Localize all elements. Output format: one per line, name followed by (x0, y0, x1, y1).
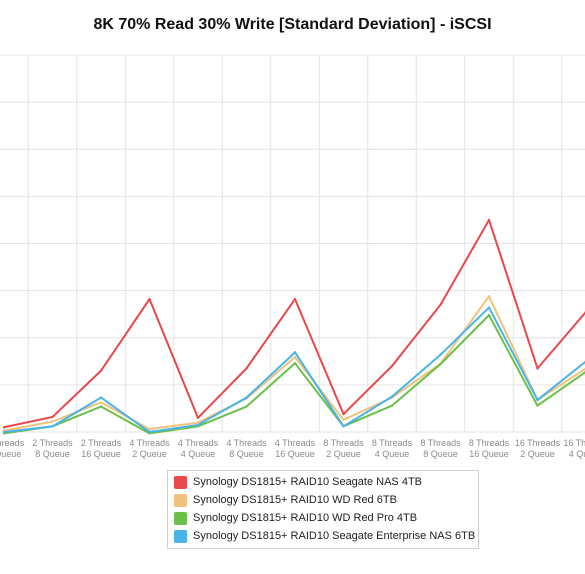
data-point (342, 425, 345, 428)
x-tick-label: 16 Threads 2 Queue (515, 438, 561, 459)
x-tick-label: 8 Threads 16 Queue (469, 438, 510, 459)
data-point (99, 396, 103, 399)
data-point (487, 306, 491, 309)
legend-label: Synology DS1815+ RAID10 WD Red Pro 4TB (193, 512, 418, 524)
x-tick-label: 4 Threads 16 Queue (275, 438, 316, 459)
data-point (487, 218, 491, 222)
data-point (536, 398, 539, 402)
data-point (148, 297, 151, 301)
x-tick-label: 2 Threads 8 Queue (32, 438, 73, 459)
x-tick-label: 8 Threads 2 Queue (323, 438, 364, 459)
legend-swatch (174, 511, 187, 525)
legend-swatch (174, 475, 187, 489)
data-point (148, 430, 151, 434)
data-point (390, 395, 394, 398)
data-point (196, 423, 200, 427)
data-point (99, 369, 103, 372)
legend-label: Synology DS1815+ RAID10 WD Red 6TB (193, 494, 397, 506)
series-1 (2, 218, 585, 429)
data-point (390, 404, 394, 407)
data-point (487, 295, 491, 298)
data-point (196, 421, 200, 424)
data-point (196, 416, 200, 420)
data-point (390, 364, 394, 368)
data-point (439, 362, 442, 366)
legend-item-3[interactable]: Synology DS1815+ RAID10 WD Red Pro 4TB (168, 509, 478, 527)
series-4 (2, 306, 585, 434)
gridlines (0, 54, 585, 433)
data-point (148, 427, 151, 431)
legend-label: Synology DS1815+ RAID10 Seagate Enterpri… (193, 530, 476, 542)
x-tick-label: 4 Threads 8 Queue (226, 438, 267, 459)
data-point (99, 405, 103, 408)
data-point (439, 303, 442, 306)
series-lines (2, 218, 585, 435)
series-line-3 (3, 314, 585, 435)
data-point (2, 426, 6, 429)
data-point (245, 405, 248, 408)
x-tick-label: 8 Threads 8 Queue (420, 438, 461, 459)
legend-swatch (174, 493, 187, 507)
data-point (293, 355, 297, 359)
data-point (536, 404, 539, 407)
x-tick-label: 2 Threads 16 Queue (81, 438, 122, 459)
data-point (342, 418, 345, 421)
x-tick-label: 4 Threads 2 Queue (129, 438, 170, 459)
data-point (51, 415, 54, 419)
data-point (536, 367, 539, 370)
legend-item-4[interactable]: Synology DS1815+ RAID10 Seagate Enterpri… (168, 527, 478, 545)
x-tick-label: 4 Threads 4 Queue (178, 438, 219, 459)
data-point (293, 361, 297, 365)
legend-item-2[interactable]: Synology DS1815+ RAID10 WD Red 6TB (168, 491, 478, 509)
legend-swatch (174, 529, 187, 543)
series-3 (2, 313, 585, 435)
chart-title: 8K 70% Read 30% Write [Standard Deviatio… (93, 16, 492, 33)
legend-item-1[interactable]: Synology DS1815+ RAID10 Seagate NAS 4TB (168, 473, 478, 491)
data-point (487, 313, 491, 317)
data-point (2, 430, 6, 434)
x-tick-label: 8 Threads 4 Queue (372, 438, 413, 459)
data-point (342, 412, 345, 416)
data-point (51, 420, 54, 423)
legend-label: Synology DS1815+ RAID10 Seagate NAS 4TB (193, 476, 422, 488)
data-point (293, 297, 297, 301)
data-point (99, 401, 103, 404)
legend: Synology DS1815+ RAID10 Seagate NAS 4TB S… (167, 470, 479, 549)
data-point (293, 351, 297, 354)
data-point (245, 367, 248, 370)
series-line-4 (3, 306, 585, 433)
data-point (245, 396, 248, 399)
data-point (439, 353, 442, 356)
data-point (51, 425, 54, 428)
